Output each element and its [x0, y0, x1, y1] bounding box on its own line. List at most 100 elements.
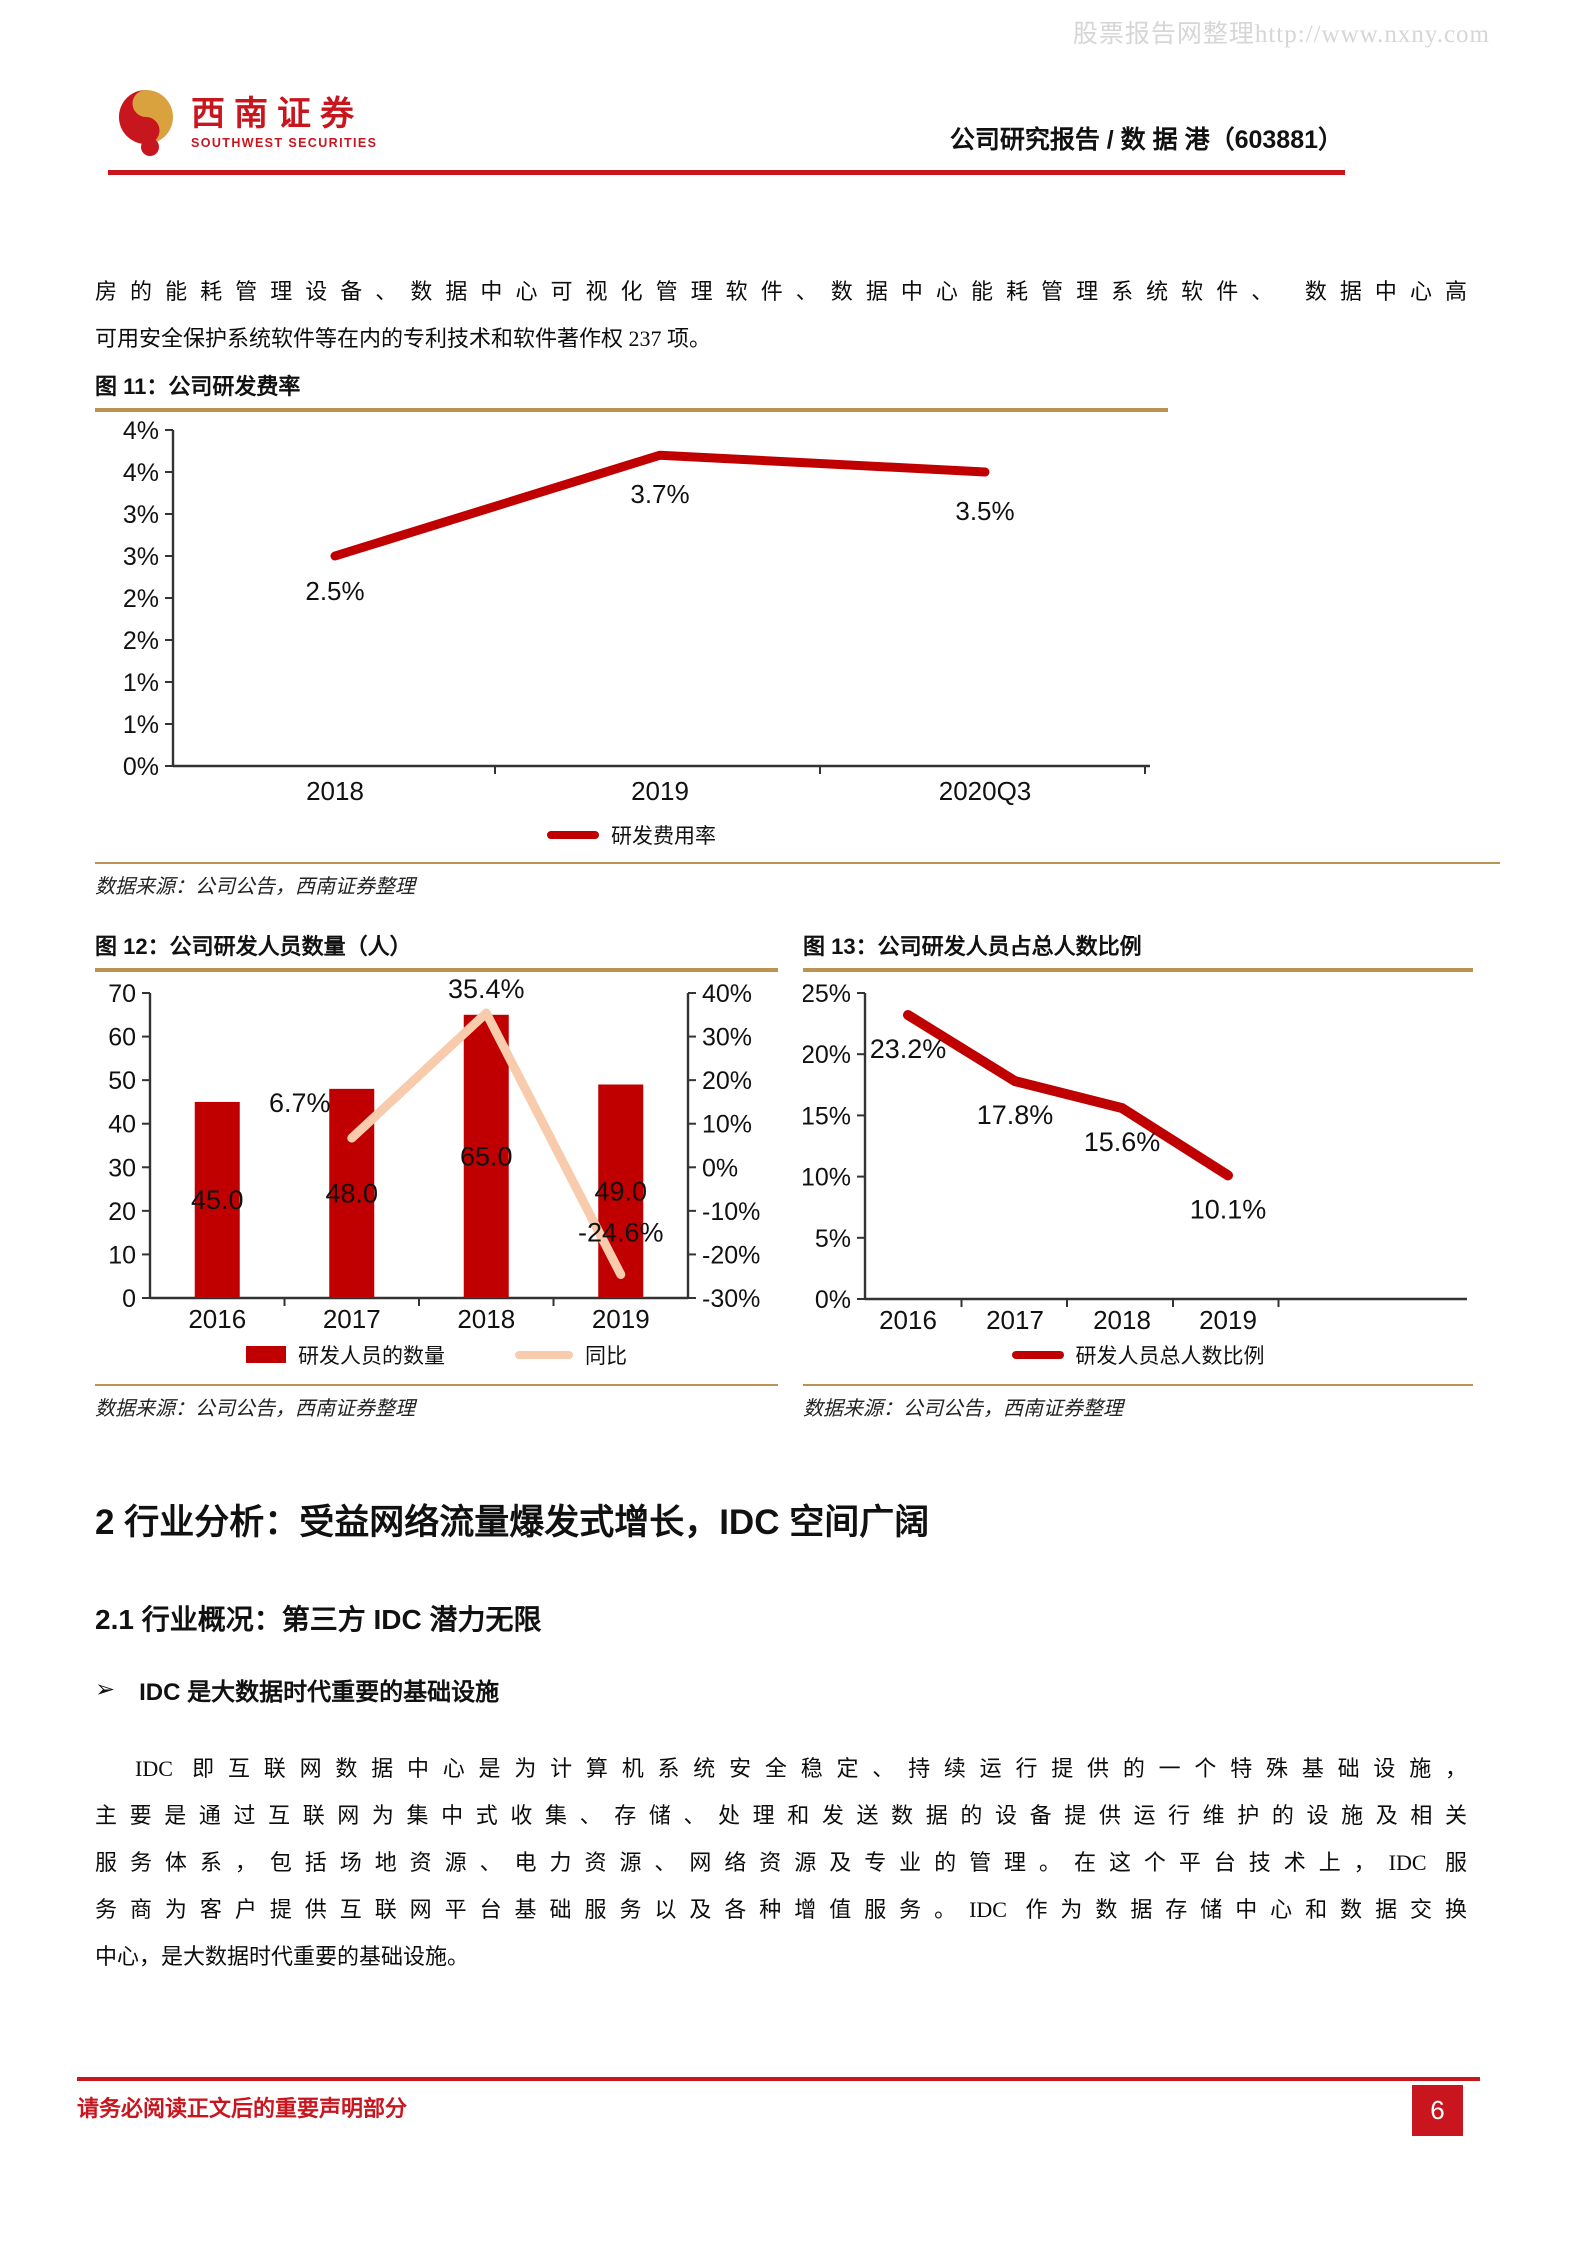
tick-label: 4%: [123, 459, 159, 487]
tick-label: 20%: [803, 1041, 851, 1069]
figure-11-legend: 研发费用率: [95, 822, 1168, 848]
tick-label: 20%: [702, 1067, 752, 1095]
x-axis-label: 2018: [1093, 1305, 1151, 1335]
footer-disclaimer: 请务必阅读正文后的重要声明部分: [77, 2096, 408, 2121]
figure-12-bottom-rule: [95, 1383, 778, 1386]
figure-13-bottom-rule: [803, 1383, 1473, 1386]
legend-label: 研发人员总人数比例: [1075, 1344, 1265, 1368]
bar: [598, 1084, 644, 1298]
bar-value-label: 45.0: [191, 1184, 244, 1214]
figure-13-legend: 研发人员总人数比例: [803, 1342, 1473, 1368]
figure-11-bottom-rule: [95, 861, 1500, 864]
bullet-heading-text: IDC 是大数据时代重要的基础设施: [139, 1679, 500, 1706]
tick-label: 0%: [123, 753, 159, 781]
tick-label: 4%: [123, 417, 159, 445]
tick-label: 0%: [702, 1154, 738, 1182]
watermark: 股票报告网整理http://www.nxny.com: [1072, 21, 1490, 48]
page-number-badge: 6: [1412, 2085, 1463, 2136]
tick-label: -10%: [702, 1197, 760, 1225]
tick-label: 10%: [702, 1110, 752, 1138]
x-axis-label: 2019: [592, 1304, 650, 1334]
text-line: 主要是通过互联网为集中式收集、存储、处理和发送数据的设备提供运行维护的设施及相关: [95, 1803, 1467, 1828]
figure-11: 图 11：公司研发费率 4% 4% 3% 3% 2% 2% 1% 1% 0% 2.5% 3.7% 3.…: [95, 372, 1500, 899]
legend-line-label: 同比: [585, 1344, 627, 1368]
tick-label: 1%: [123, 711, 159, 739]
figure-12-title: 图 12：公司研发人员数量（人）: [95, 934, 412, 959]
text-line: 房的能耗管理设备、数据中心可视化管理软件、数据中心能耗管理系统软件、 数据中心高: [95, 279, 1467, 304]
legend-line-swatch: [547, 830, 599, 839]
tick-label: 3%: [123, 501, 159, 529]
logo-text: 西南证券 SOUTHWEST SECURITIES: [191, 95, 377, 151]
section-heading-2-1: 2.1 行业概况：第三方 IDC 潜力无限: [95, 1604, 542, 1635]
bar-value-label: 48.0: [325, 1178, 378, 1208]
x-axis-label: 2018: [306, 776, 364, 806]
header-rule: [108, 170, 1345, 175]
text-line: IDC 即互联网数据中心是为计算机系统安全稳定、持续运行提供的一个特殊基础设施，: [135, 1756, 1467, 1781]
figure-13-source: 数据来源：公司公告，西南证券整理: [803, 1398, 1123, 1420]
data-label: 15.6%: [1084, 1127, 1161, 1157]
data-label: 3.7%: [630, 479, 689, 509]
section-heading-2: 2 行业分析：受益网络流量爆发式增长，IDC 空间广阔: [95, 1503, 930, 1542]
tick-label: 10: [108, 1241, 136, 1269]
logo-cn: 西南证券: [191, 96, 363, 133]
data-label: 23.2%: [870, 1034, 947, 1064]
tick-label: 20: [108, 1197, 136, 1225]
figure-11-title-rule: [95, 408, 1168, 412]
report-header-title: 公司研究报告 / 数 据 港（603881）: [949, 126, 1343, 154]
x-axis-label: 2016: [879, 1305, 937, 1335]
x-axis-label: 2019: [1199, 1305, 1257, 1335]
x-axis-label: 2018: [457, 1304, 515, 1334]
series-line: [330, 450, 990, 560]
x-axis-label: 2020Q3: [939, 776, 1032, 806]
x-axis-label: 2019: [631, 776, 689, 806]
figure-13-chart: 25% 20% 15% 10% 5% 0% 23.2% 17.8% 15.6% 10.1% 2016…: [803, 980, 1467, 1335]
text-line: 可用安全保护系统软件等在内的专利技术和软件著作权 237 项。: [95, 326, 712, 351]
tick-label: -20%: [702, 1241, 760, 1269]
figure-12-title-rule: [95, 968, 778, 972]
text-line: 务商为客户提供互联网平台基础服务以及各种增值服务。IDC 作为数据存储中心和数据…: [95, 1897, 1467, 1922]
tick-label: 30: [108, 1154, 136, 1182]
figure-13-title: 图 13：公司研发人员占总人数比例: [803, 934, 1142, 959]
tick-label: 25%: [803, 980, 851, 1008]
tick-label: 40%: [702, 980, 752, 1008]
tick-label: 50: [108, 1067, 136, 1095]
tick-label: 60: [108, 1023, 136, 1051]
tick-label: 2%: [123, 585, 159, 613]
logo-emblem-icon: [119, 90, 173, 156]
data-label: 10.1%: [1190, 1194, 1267, 1224]
tick-label: 0%: [815, 1286, 851, 1314]
figure-11-title: 图 11：公司研发费率: [95, 374, 301, 399]
text-line: 服务体系，包括场地资源、电力资源、网络资源及专业的管理。在这个平台技术上，IDC…: [95, 1850, 1467, 1875]
legend-bar-swatch: [246, 1346, 286, 1363]
tick-label: 40: [108, 1110, 136, 1138]
data-label: 3.5%: [955, 496, 1014, 526]
bullet-heading: ➢ IDC 是大数据时代重要的基础设施: [95, 1672, 499, 1707]
figure-13: 图 13：公司研发人员占总人数比例 25% 20% 15% 10% 5% 0% 23.2% 1…: [803, 932, 1473, 1421]
tick-label: 5%: [815, 1224, 851, 1252]
logo-en: SOUTHWEST SECURITIES: [191, 136, 378, 150]
legend-bar-label: 研发人员的数量: [298, 1344, 445, 1368]
x-axis-label: 2016: [188, 1304, 246, 1334]
bar-value-label: 49.0: [594, 1176, 647, 1206]
tick-label: 70: [108, 980, 136, 1008]
page-number: 6: [1430, 2095, 1445, 2125]
x-axis-label: 2017: [323, 1304, 381, 1334]
tick-label: 30%: [702, 1023, 752, 1051]
data-label: 2.5%: [305, 576, 364, 606]
footer-rule: [77, 2077, 1480, 2081]
data-label: 17.8%: [977, 1100, 1054, 1130]
figure-12-chart: 70 60 50 40 30 20 10 0 40% 30% 20% 10% 0% -10% -20% -30…: [108, 976, 760, 1334]
figure-12: 图 12：公司研发人员数量（人） 70 60 50 40 30 20 10 0 40% 30% 20…: [95, 932, 778, 1421]
figure-11-chart: 4% 4% 3% 3% 2% 2% 1% 1% 0% 2.5% 3.7% 3.5% 2018 2019 20…: [123, 417, 1150, 806]
legend-line-swatch: [1011, 1350, 1064, 1359]
figure-13-title-rule: [803, 968, 1473, 972]
intro-paragraph: 房的能耗管理设备、数据中心可视化管理软件、数据中心能耗管理系统软件、 数据中心高…: [95, 268, 1467, 362]
figure-12-source: 数据来源：公司公告，西南证券整理: [95, 1398, 415, 1420]
series-line: [903, 1009, 1233, 1180]
text-line: 中心，是大数据时代重要的基础设施。: [95, 1944, 470, 1969]
data-label: -24.6%: [578, 1217, 664, 1247]
arrow-bullet-icon: ➢: [95, 1676, 116, 1703]
data-label: 35.4%: [448, 976, 525, 1004]
legend-label: 研发费用率: [611, 824, 716, 848]
